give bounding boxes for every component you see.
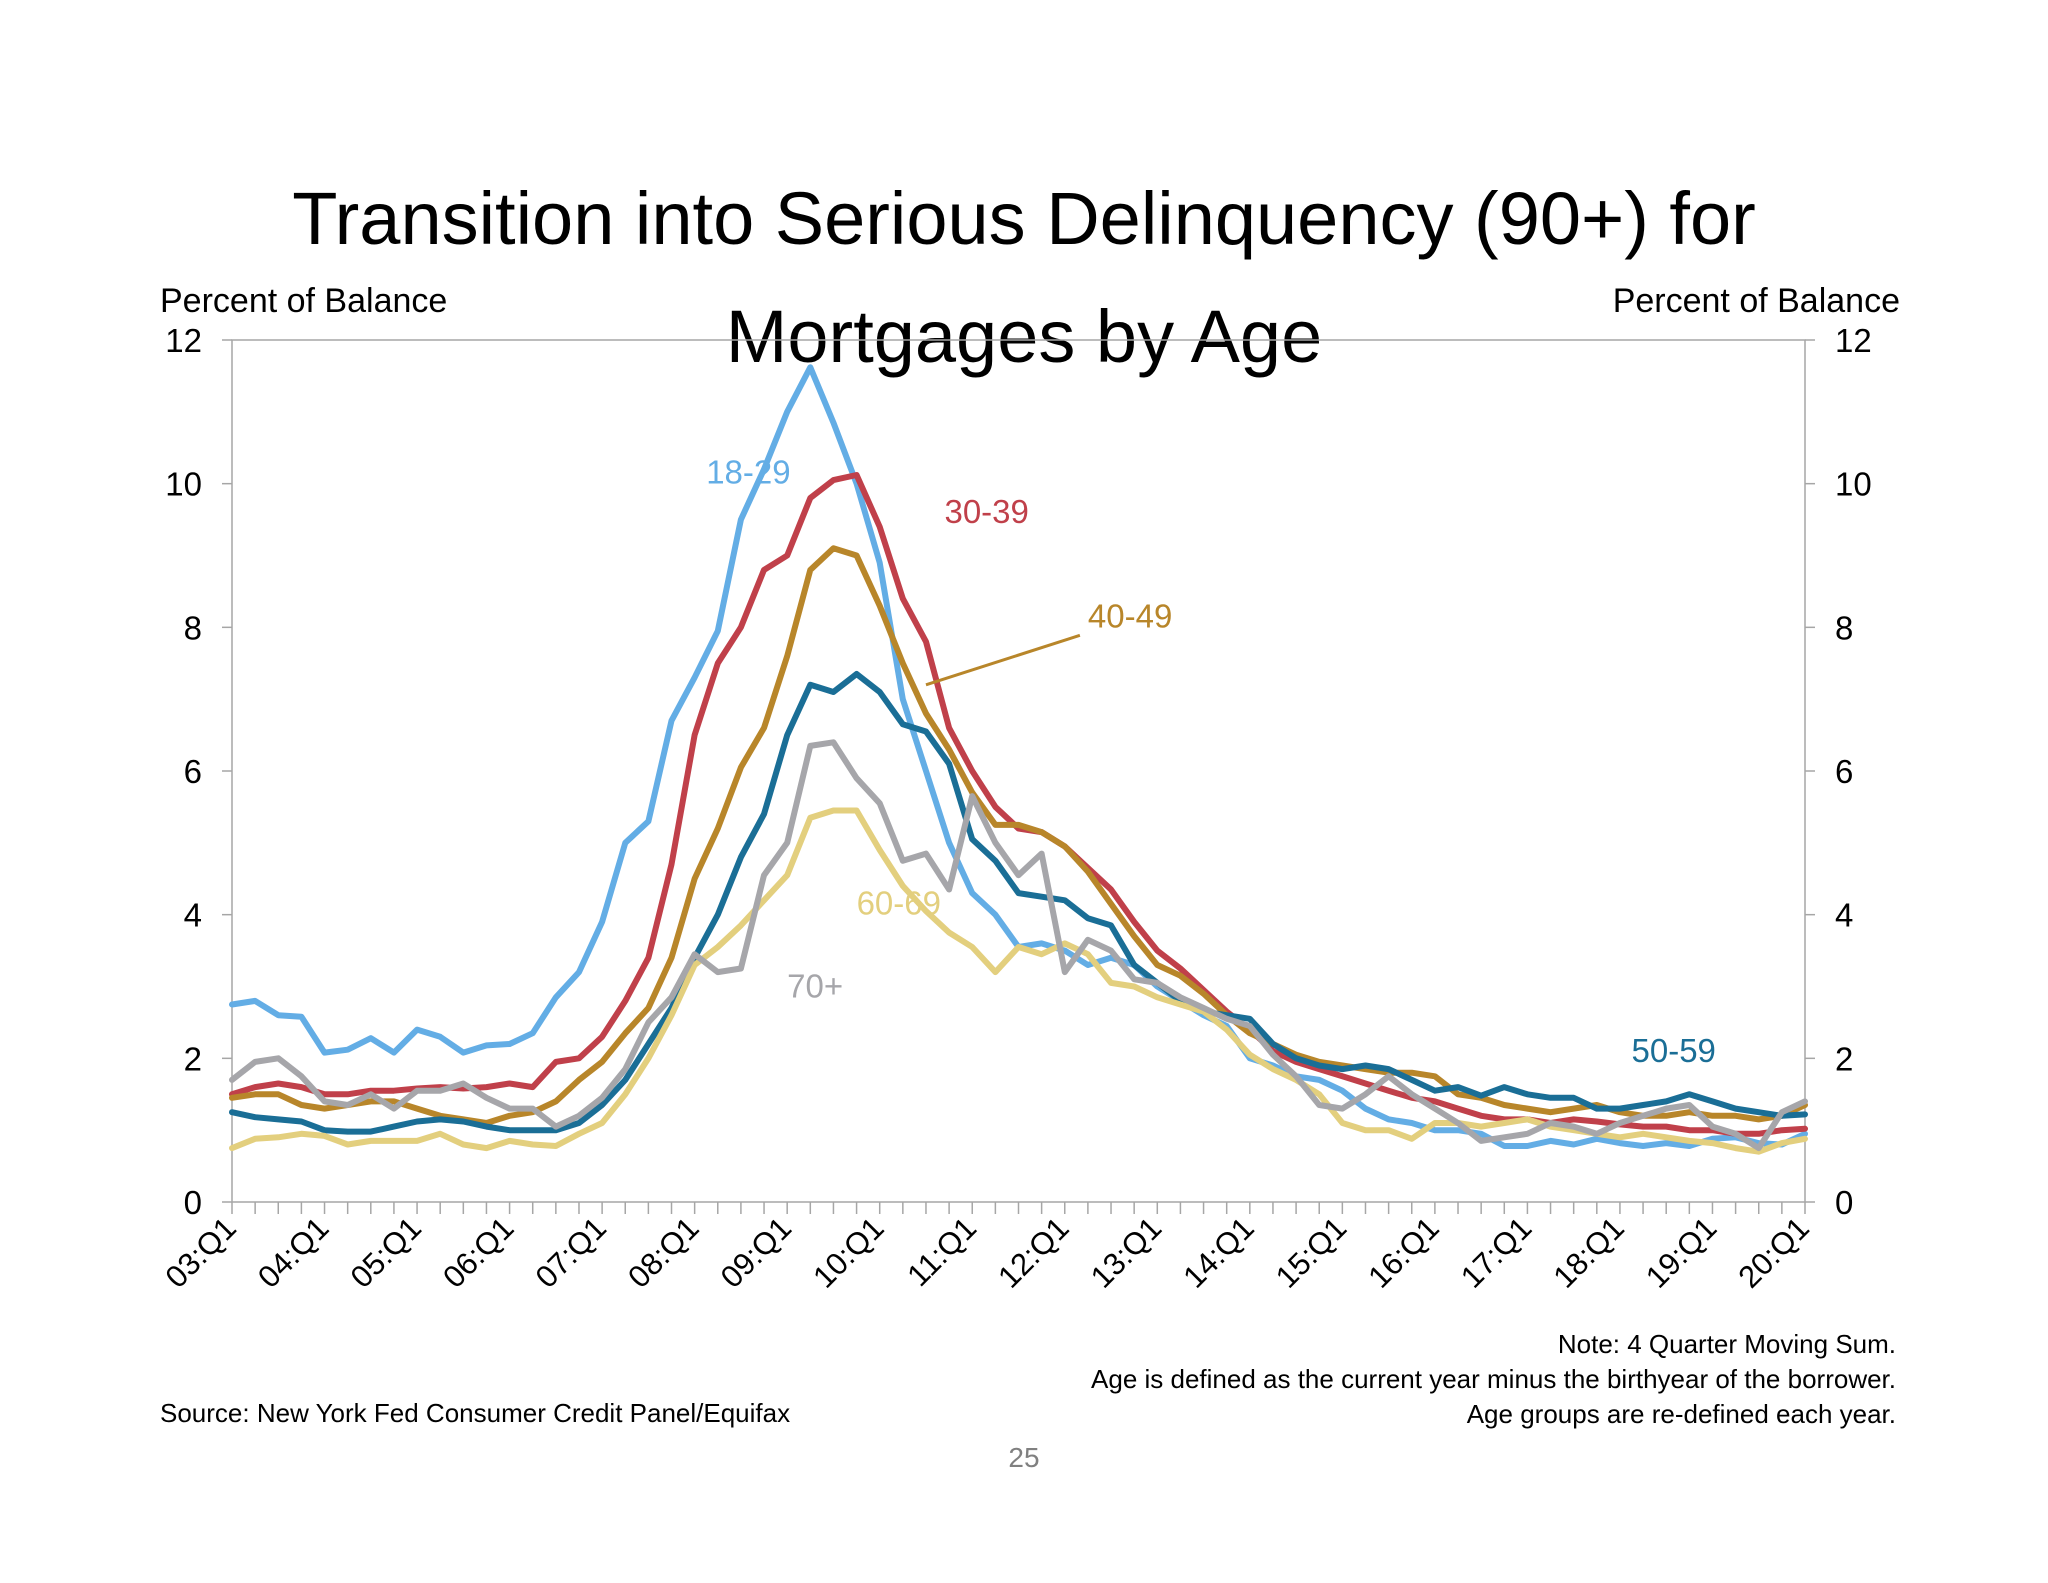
plot-frame [231,339,1806,1203]
y-tick-label-left: 6 [184,753,202,790]
x-tick-label: 12:Q1 [991,1210,1075,1294]
y-tick-label-left: 12 [165,322,202,359]
footnote-line: Age groups are re-defined each year. [1466,1399,1896,1429]
series-line-40-49 [229,545,1808,1126]
y-axis-label-left: Percent of Balance [160,282,448,320]
source-note: Source: New York Fed Consumer Credit Pan… [160,1398,791,1428]
series-line-70+ [229,739,1808,1152]
x-tick-label: 15:Q1 [1269,1210,1353,1294]
y-axis-label-right: Percent of Balance [1612,282,1900,320]
y-tick-label-right: 0 [1835,1184,1853,1221]
y-tick-label-right: 4 [1835,897,1853,934]
y-tick-label-left: 10 [165,466,202,503]
y-tick-label-left: 4 [184,897,202,934]
series-label-leader-40-49 [925,633,1081,687]
x-tick-label: 10:Q1 [806,1210,890,1294]
x-tick-label: 16:Q1 [1361,1210,1445,1294]
page-number: 25 [1008,1442,1040,1473]
series-line-30-39 [229,472,1808,1137]
x-tick-label: 19:Q1 [1639,1210,1723,1294]
series-label-50-59: 50-59 [1632,1032,1716,1069]
y-tick-label-right: 12 [1835,322,1872,359]
series-label-40-49: 40-49 [1088,597,1172,634]
x-tick-label: 17:Q1 [1454,1210,1538,1294]
y-tick-label-left: 8 [184,609,202,646]
x-tick-label: 07:Q1 [529,1210,613,1294]
y-tick-label-right: 10 [1835,466,1872,503]
series-line-18-29 [229,364,1808,1149]
footnote-line: Age is defined as the current year minus… [1091,1364,1896,1394]
x-tick-label: 11:Q1 [900,1210,983,1293]
series-label-60-69: 60-69 [857,885,941,922]
x-tick-label: 14:Q1 [1176,1210,1260,1294]
y-tick-label-right: 2 [1835,1040,1853,1077]
x-tick-label: 08:Q1 [621,1210,705,1294]
footnotes: Note: 4 Quarter Moving Sum. Age is defin… [1091,1327,1896,1432]
x-tick-label: 06:Q1 [436,1210,520,1294]
y-tick-label-left: 2 [184,1040,202,1077]
y-tick-label-right: 8 [1835,609,1853,646]
footnote-line: Note: 4 Quarter Moving Sum. [1557,1329,1896,1359]
chart-title: Transition into Serious Delinquency (90+… [0,160,2048,396]
chart-title-line-2: Mortgages by Age [725,295,1323,378]
x-tick-label: 03:Q1 [158,1210,242,1294]
series-label-30-39: 30-39 [944,493,1028,530]
chart-title-line-1: Transition into Serious Delinquency (90+… [292,177,1756,260]
x-tick-label: 20:Q1 [1731,1210,1815,1294]
y-tick-label-left: 0 [184,1184,202,1221]
x-tick-label: 18:Q1 [1546,1210,1630,1294]
x-tick-label: 04:Q1 [251,1210,335,1294]
y-tick-label-right: 6 [1835,753,1853,790]
series-label-70+: 70+ [787,967,843,1004]
series-label-18-29: 18-29 [706,454,790,491]
x-tick-label: 09:Q1 [714,1210,798,1294]
series-line-50-59 [229,671,1808,1135]
x-tick-label: 13:Q1 [1084,1210,1168,1294]
x-tick-label: 05:Q1 [344,1210,428,1294]
